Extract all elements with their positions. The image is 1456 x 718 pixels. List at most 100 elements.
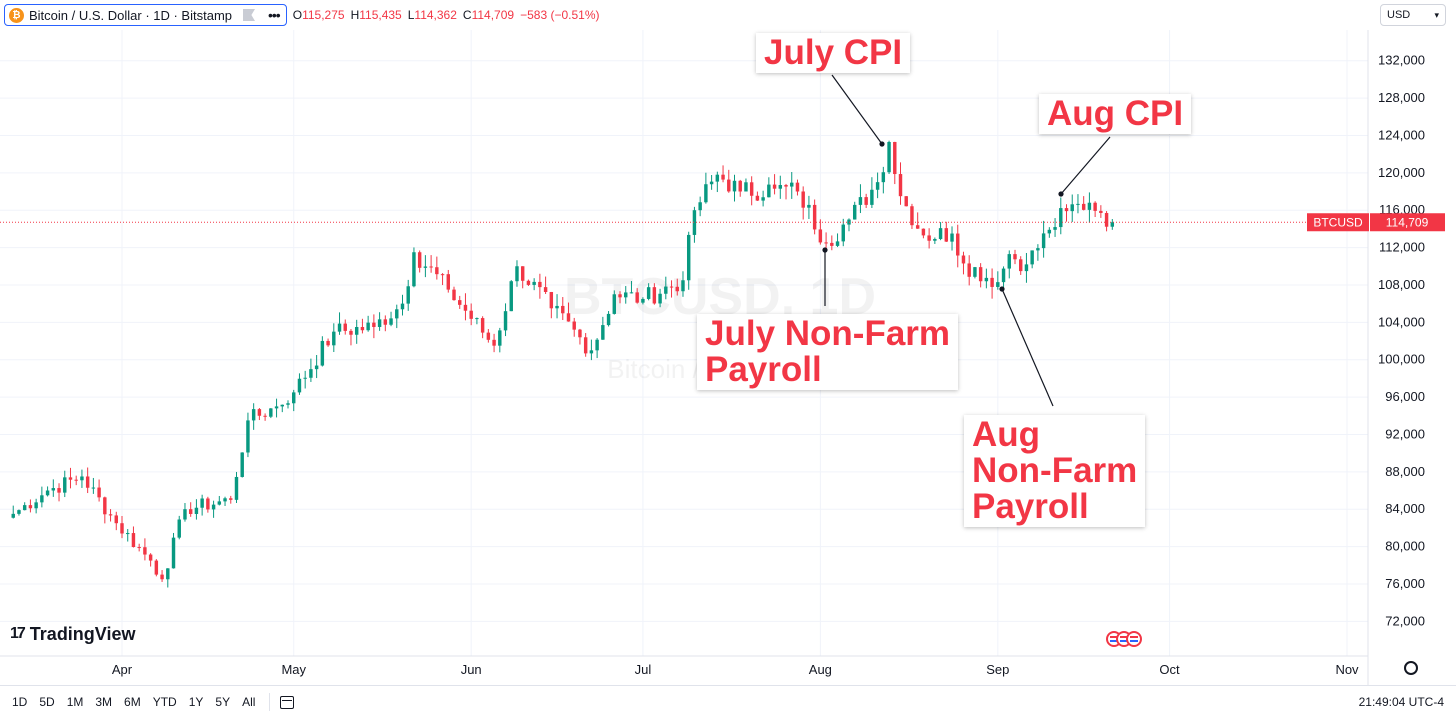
candle[interactable] xyxy=(74,475,78,486)
economic-events[interactable] xyxy=(1106,631,1142,647)
candle[interactable] xyxy=(990,268,994,299)
timeframe-5d[interactable]: 5D xyxy=(39,695,55,709)
candle[interactable] xyxy=(755,191,760,201)
candle[interactable] xyxy=(852,201,857,220)
candle[interactable] xyxy=(1018,256,1023,275)
candle[interactable] xyxy=(274,398,279,418)
candle[interactable] xyxy=(801,186,805,220)
annotation-aug-nfp[interactable]: Aug Non-Farm Payroll xyxy=(964,415,1146,527)
candle[interactable] xyxy=(910,203,914,229)
candle[interactable] xyxy=(377,312,382,331)
candle[interactable] xyxy=(286,400,290,409)
candle[interactable] xyxy=(612,290,617,315)
candle[interactable] xyxy=(188,502,193,517)
candle[interactable] xyxy=(143,538,147,561)
candle[interactable] xyxy=(223,496,227,506)
candle[interactable] xyxy=(893,141,897,185)
candle[interactable] xyxy=(103,496,107,524)
candle[interactable] xyxy=(354,319,359,344)
candle[interactable] xyxy=(17,509,21,516)
candle[interactable] xyxy=(1099,205,1103,218)
candle[interactable] xyxy=(503,303,508,337)
candle[interactable] xyxy=(177,515,181,540)
candle[interactable] xyxy=(1036,244,1040,261)
candle[interactable] xyxy=(1041,220,1046,258)
candle[interactable] xyxy=(85,467,90,494)
candle[interactable] xyxy=(480,316,485,339)
candle[interactable] xyxy=(435,256,439,280)
candle[interactable] xyxy=(240,452,244,478)
candle[interactable] xyxy=(778,175,783,199)
candle[interactable] xyxy=(1059,197,1063,235)
candle[interactable] xyxy=(561,297,565,321)
candle[interactable] xyxy=(251,403,256,430)
candle[interactable] xyxy=(589,339,594,361)
timeframe-1y[interactable]: 1Y xyxy=(188,695,204,709)
candle[interactable] xyxy=(1024,252,1029,283)
candle[interactable] xyxy=(984,268,989,289)
candle[interactable] xyxy=(572,317,576,337)
candle[interactable] xyxy=(326,338,330,347)
gear-icon[interactable] xyxy=(1404,661,1418,675)
candle[interactable] xyxy=(715,171,720,193)
candle[interactable] xyxy=(97,479,101,502)
candle[interactable] xyxy=(383,315,388,332)
candle[interactable] xyxy=(372,314,376,339)
candle[interactable] xyxy=(446,269,451,293)
candle[interactable] xyxy=(498,327,502,353)
candle[interactable] xyxy=(830,235,834,251)
candle[interactable] xyxy=(629,281,634,294)
timeframe-3m[interactable]: 3M xyxy=(95,695,113,709)
candle[interactable] xyxy=(841,218,845,247)
candle[interactable] xyxy=(475,317,479,325)
candle[interactable] xyxy=(303,370,307,389)
candle[interactable] xyxy=(915,212,920,229)
candle[interactable] xyxy=(738,179,742,197)
candle[interactable] xyxy=(406,279,410,311)
candle[interactable] xyxy=(749,176,754,206)
timeframe-5y[interactable]: 5Y xyxy=(215,695,231,709)
utc-clock[interactable]: 21:49:04 UTC-4 xyxy=(1358,695,1444,709)
candle[interactable] xyxy=(417,250,422,273)
candle[interactable] xyxy=(309,358,313,382)
candle[interactable] xyxy=(1087,192,1092,223)
candle[interactable] xyxy=(263,413,267,421)
candle[interactable] xyxy=(137,543,141,552)
candle[interactable] xyxy=(206,496,210,513)
candle[interactable] xyxy=(1093,201,1097,218)
candle[interactable] xyxy=(973,266,977,279)
flag-icon[interactable] xyxy=(243,9,255,21)
candle[interactable] xyxy=(669,280,674,298)
candle[interactable] xyxy=(543,276,548,294)
candle[interactable] xyxy=(549,291,554,319)
candle[interactable] xyxy=(606,311,611,327)
candle[interactable] xyxy=(234,471,239,503)
tradingview-logo[interactable]: 17 TradingView xyxy=(10,623,136,645)
candle[interactable] xyxy=(721,165,725,183)
candle[interactable] xyxy=(389,311,393,327)
candle[interactable] xyxy=(429,255,433,273)
candle[interactable] xyxy=(824,232,828,251)
candle[interactable] xyxy=(349,329,353,346)
candle[interactable] xyxy=(904,196,908,207)
candle[interactable] xyxy=(412,247,416,288)
candle[interactable] xyxy=(332,323,336,353)
us-flag-event-icon[interactable] xyxy=(1126,631,1142,647)
candle[interactable] xyxy=(858,184,863,214)
candle[interactable] xyxy=(956,224,960,268)
candle[interactable] xyxy=(1081,196,1086,211)
candle[interactable] xyxy=(229,495,233,504)
candle[interactable] xyxy=(1047,227,1052,238)
candle[interactable] xyxy=(692,206,697,243)
candle[interactable] xyxy=(652,283,657,305)
candle[interactable] xyxy=(126,528,130,542)
candle[interactable] xyxy=(337,312,342,335)
candle[interactable] xyxy=(967,255,971,286)
candle[interactable] xyxy=(297,373,302,395)
candle[interactable] xyxy=(1001,266,1006,291)
candle[interactable] xyxy=(950,226,954,251)
candle[interactable] xyxy=(744,178,748,192)
candle[interactable] xyxy=(835,233,840,248)
candle[interactable] xyxy=(166,568,170,588)
